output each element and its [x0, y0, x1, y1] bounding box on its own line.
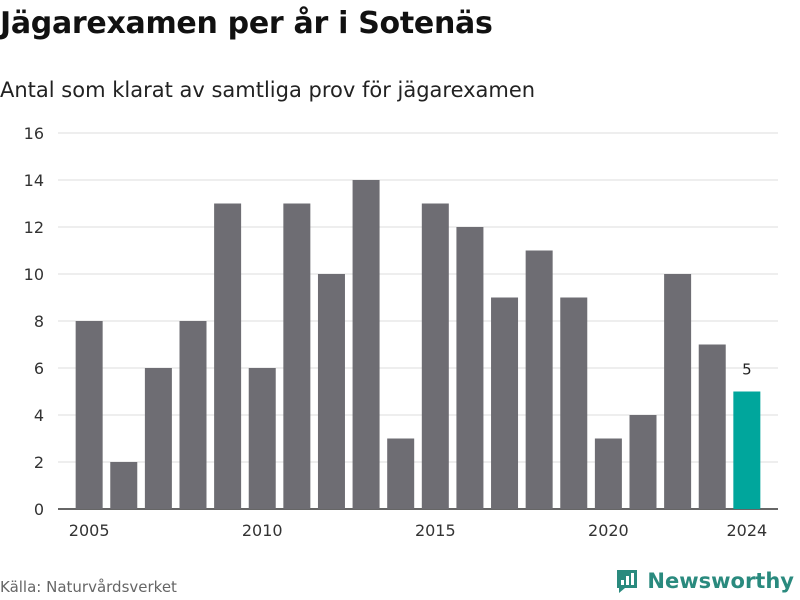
data-label-2024: 5: [742, 361, 752, 379]
bar-2018: [525, 250, 553, 509]
bar-2024: [733, 391, 761, 509]
bar-2014: [387, 438, 415, 509]
chart-title: Jägarexamen per år i Sotenäs: [0, 6, 493, 41]
bar-2009: [214, 203, 242, 509]
bar-2015: [421, 203, 449, 509]
x-tick-label: 2010: [242, 521, 283, 540]
bar-2021: [629, 415, 657, 509]
source-note: Källa: Naturvårdsverket: [0, 578, 177, 596]
brand-logo: Newsworthy: [615, 568, 794, 594]
y-tick-label: 0: [34, 500, 44, 519]
y-tick-label: 4: [34, 406, 44, 425]
y-tick-label: 10: [24, 265, 44, 284]
bar-2011: [283, 203, 311, 509]
y-tick-label: 8: [34, 312, 44, 331]
bar-2017: [491, 297, 519, 509]
bar-2008: [179, 321, 207, 509]
y-tick-label: 12: [24, 218, 44, 237]
x-axis-ticks: 2005 2010 2015 2020 2024: [69, 521, 767, 540]
brand-name: Newsworthy: [647, 569, 794, 593]
y-axis-ticks: 0 2 4 6 8 10 12 14 16: [24, 124, 44, 519]
bar-2012: [317, 274, 345, 509]
y-tick-label: 14: [24, 171, 44, 190]
y-tick-label: 16: [24, 124, 44, 143]
x-tick-label: 2015: [415, 521, 456, 540]
y-tick-label: 2: [34, 453, 44, 472]
bar-2006: [110, 462, 138, 509]
bar-2022: [664, 274, 692, 509]
bar-2013: [352, 180, 380, 509]
chart-subtitle: Antal som klarat av samtliga prov för jä…: [0, 78, 536, 102]
bar-2020: [594, 438, 622, 509]
bar-2005: [75, 321, 103, 509]
x-tick-label: 2024: [726, 521, 767, 540]
bar-chart: 0 2 4 6 8 10 12 14 16 2005 2010 2015 2020 2024 5: [24, 124, 778, 540]
bar-2010: [248, 368, 276, 509]
bar-2016: [456, 227, 484, 509]
x-tick-label: 2020: [588, 521, 629, 540]
bar-2007: [144, 368, 172, 509]
gridlines: [58, 132, 778, 510]
y-tick-label: 6: [34, 359, 44, 378]
bar-2023: [698, 344, 726, 509]
data-labels: 5: [742, 361, 752, 379]
bar-2019: [560, 297, 588, 509]
x-tick-label: 2005: [69, 521, 110, 540]
newsworthy-logo-icon: [617, 570, 638, 593]
bars: [75, 180, 761, 509]
